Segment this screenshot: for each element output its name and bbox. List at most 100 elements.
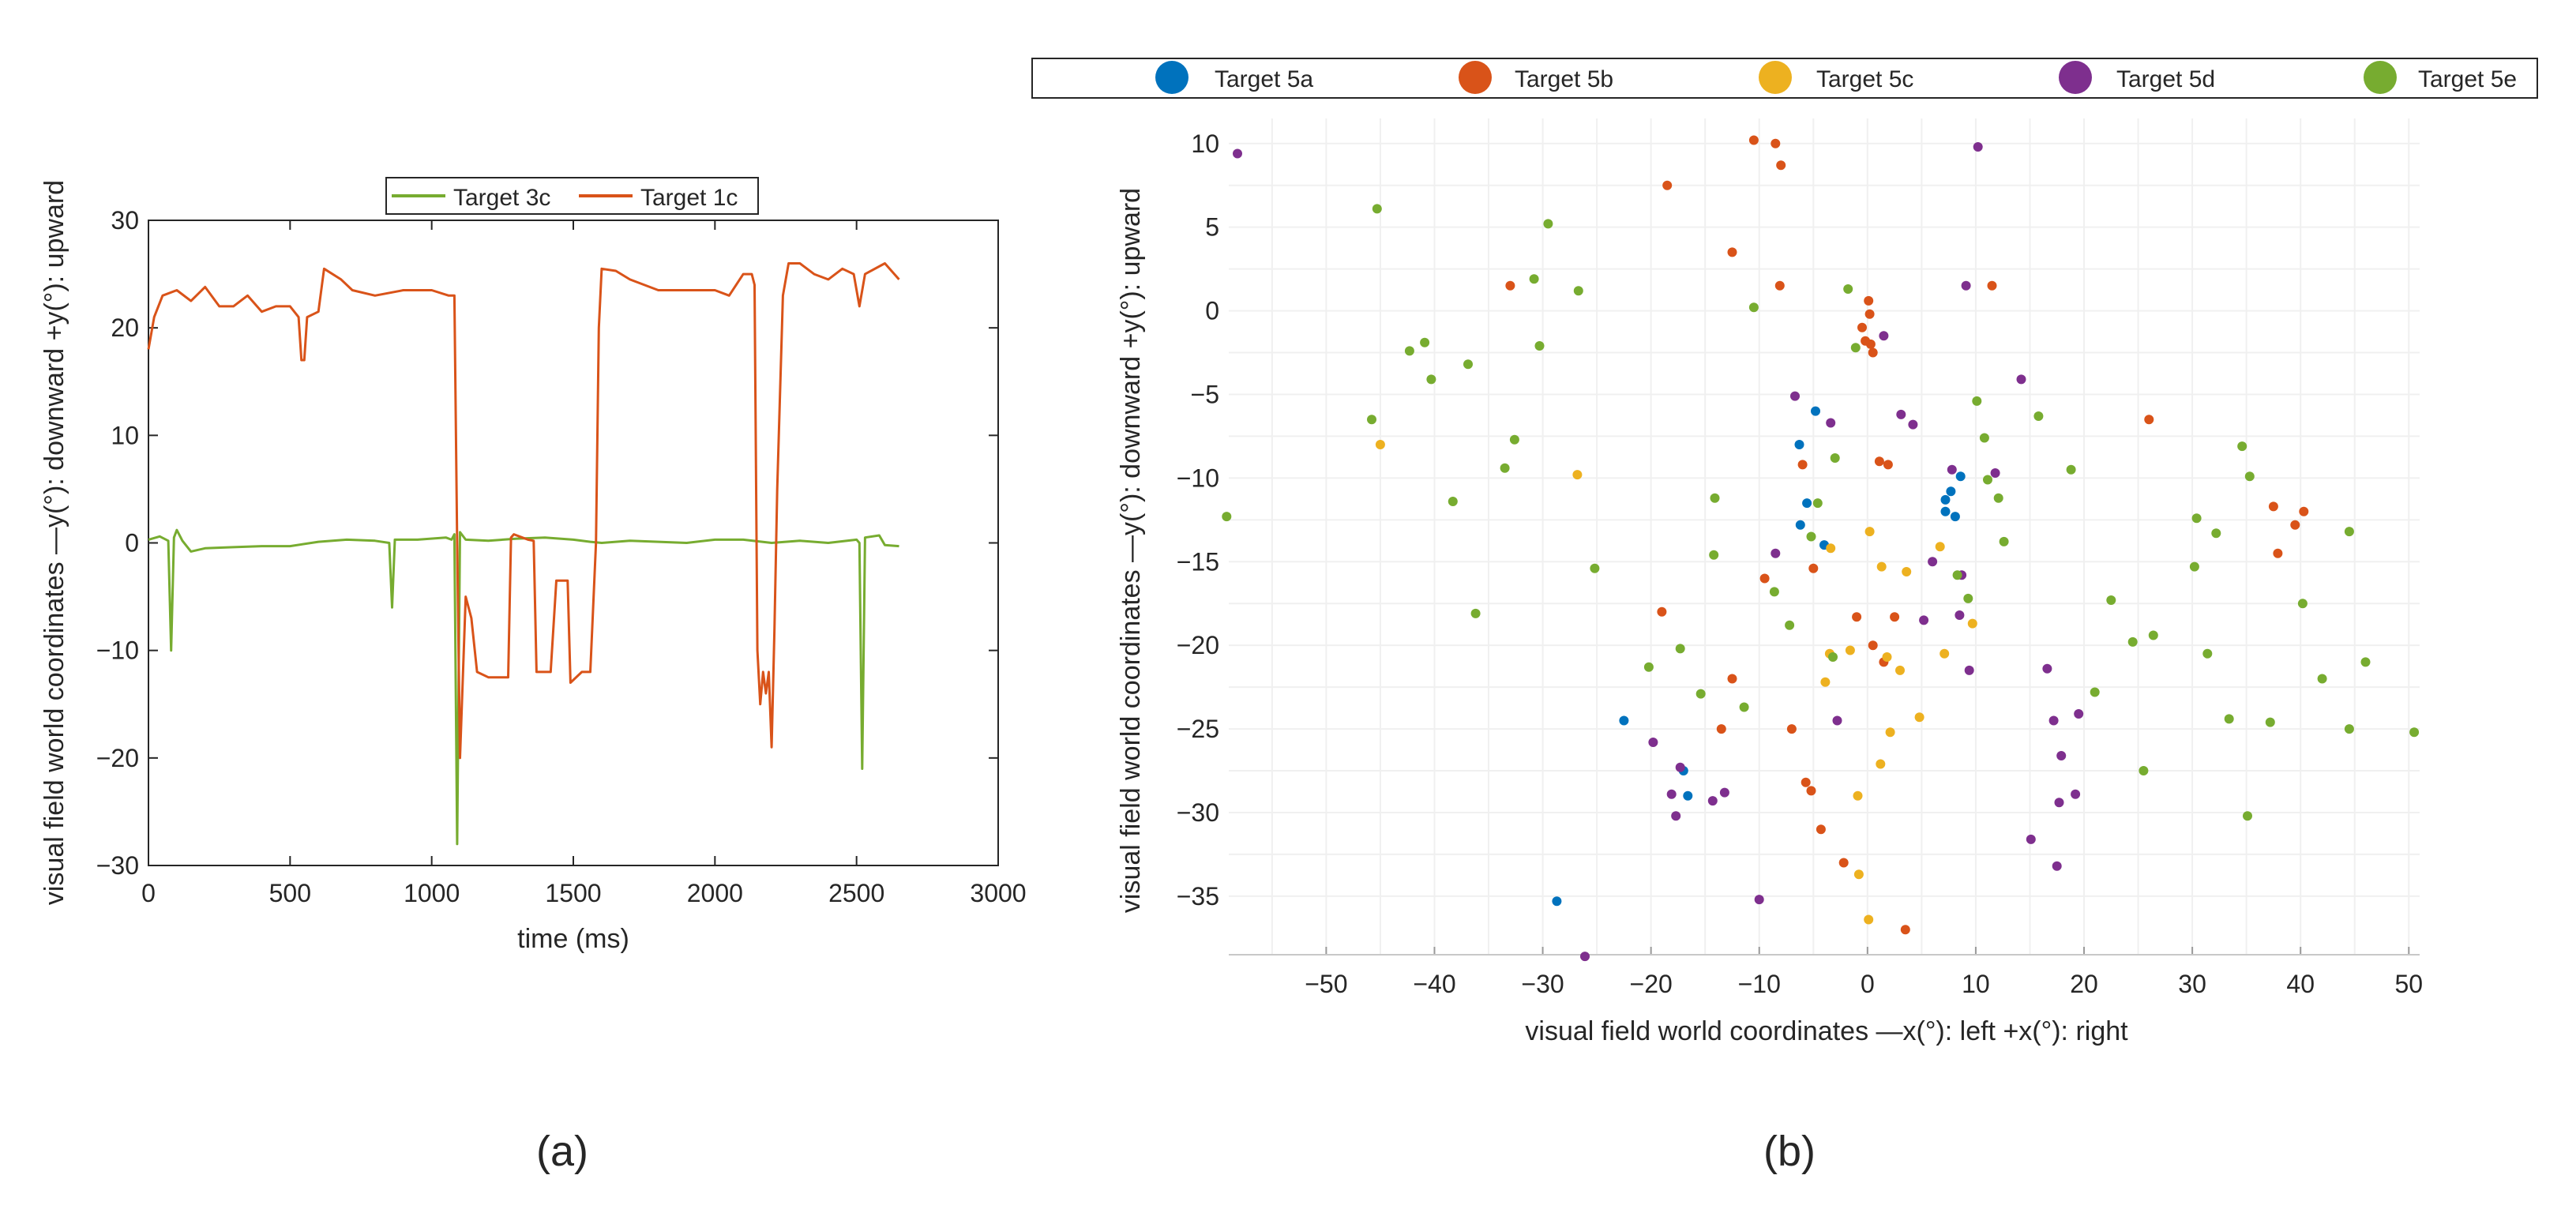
panel-b-ytick-label: 0 xyxy=(1205,297,1219,325)
data-point-target-5d xyxy=(1671,811,1681,821)
legend-label-target-5d: Target 5d xyxy=(2116,66,2215,92)
series-points-target-5b xyxy=(1505,135,2309,935)
legend-label-target-5b: Target 5b xyxy=(1515,66,1613,92)
panel-a-legend-box xyxy=(385,177,759,215)
legend-label-target-1c: Target 1c xyxy=(640,185,738,211)
panel-b-ytick-label: −30 xyxy=(1177,798,1219,827)
data-point-target-5e xyxy=(2344,724,2354,734)
data-point-target-5d xyxy=(1973,142,1983,152)
data-point-target-5e xyxy=(1534,341,1545,351)
data-point-target-5e xyxy=(2317,674,2327,684)
data-point-target-5a xyxy=(1955,471,1966,482)
panel-b-ytick-label: 10 xyxy=(1191,130,1219,158)
data-point-target-5e xyxy=(1828,652,1838,662)
series-line-target-1c xyxy=(147,262,900,760)
panel-a-tick-labels: 0 500 1000 1500 2000 2500 3000 −30 −20 −10 0 10 20 30 xyxy=(96,206,1027,907)
data-point-target-5e xyxy=(1748,302,1759,313)
data-point-target-5d xyxy=(1719,787,1729,798)
data-point-target-5e xyxy=(1806,531,1816,542)
data-point-target-5b xyxy=(1727,247,1737,257)
data-point-target-5d xyxy=(2026,834,2036,844)
data-point-target-5a xyxy=(1619,715,1629,726)
data-point-target-5d xyxy=(1919,615,1929,625)
data-point-target-5c xyxy=(1826,543,1836,554)
panel-b-chart: −50 −40 −30 −20 −10 0 10 20 30 40 50−35−30−25−20−1… xyxy=(1031,58,2538,1046)
data-point-target-5e xyxy=(2066,464,2076,475)
data-point-target-5e xyxy=(2211,528,2221,539)
data-point-target-5e xyxy=(1420,337,1430,347)
data-point-target-5e xyxy=(2189,561,2199,572)
panel-a-xtick-label: 2500 xyxy=(828,879,884,907)
data-point-target-5e xyxy=(1830,453,1840,463)
data-point-target-5d xyxy=(1754,895,1764,905)
panel-b-ytick-label: −15 xyxy=(1177,547,1219,576)
panel-a-ytick-label: −30 xyxy=(96,851,139,880)
legend-marker-target-5e xyxy=(2364,61,2397,94)
data-point-target-5b xyxy=(1852,612,1862,622)
panel-a-xtick-label: 1000 xyxy=(404,879,460,907)
data-point-target-5b xyxy=(1900,925,1910,935)
data-point-target-5d xyxy=(1879,331,1889,341)
legend-label-target-5c: Target 5c xyxy=(1816,66,1913,92)
data-point-target-5c xyxy=(1967,618,1977,629)
data-point-target-5e xyxy=(1993,493,2003,503)
data-point-target-5b xyxy=(1864,309,1875,319)
data-point-target-5b xyxy=(1816,824,1826,835)
data-point-target-5e xyxy=(1952,570,1962,580)
panel-b-ytick-label: 5 xyxy=(1205,213,1219,242)
data-point-target-5b xyxy=(1657,606,1667,617)
data-point-target-5a xyxy=(1552,896,1562,907)
data-point-target-5e xyxy=(2224,714,2234,724)
panel-a-xtick-label: 1500 xyxy=(545,879,601,907)
series-points-target-5c xyxy=(1375,440,1977,925)
data-point-target-5e xyxy=(1695,689,1706,699)
data-point-target-5d xyxy=(2052,861,2062,871)
data-point-target-5e xyxy=(1769,587,1779,597)
data-point-target-5e xyxy=(1850,343,1861,353)
series-points-target-5e xyxy=(1222,204,2420,821)
panel-a-ylabel: visual field world coordinates —y(°): do… xyxy=(39,180,69,905)
data-point-target-5c xyxy=(1864,914,1874,925)
data-point-target-5b xyxy=(1786,724,1797,734)
panel-a-xtick-label: 500 xyxy=(269,879,311,907)
panel-a-series xyxy=(147,262,900,846)
panel-b-label: (b) xyxy=(1763,1128,1816,1175)
data-point-target-5e xyxy=(2090,687,2100,697)
data-point-target-5d xyxy=(1771,548,1781,558)
panel-b-xtick-label: 30 xyxy=(2178,970,2206,998)
panel-a-xlabel: time (ms) xyxy=(517,924,629,954)
panel-b-xtick-label: −20 xyxy=(1630,970,1673,998)
data-point-target-5d xyxy=(1964,665,1974,675)
data-point-target-5e xyxy=(1372,204,1382,214)
data-point-target-5e xyxy=(1675,644,1685,654)
data-point-target-5d xyxy=(1961,280,1971,291)
data-point-target-5e xyxy=(1448,497,1458,506)
data-point-target-5b xyxy=(2268,501,2278,512)
data-point-target-5b xyxy=(2290,520,2300,530)
panel-a-ytick-label: −20 xyxy=(96,744,139,772)
data-point-target-5e xyxy=(1972,396,1982,406)
data-point-target-5e xyxy=(1710,493,1720,503)
legend-marker-target-5c xyxy=(1759,61,1792,94)
data-point-target-5c xyxy=(1935,542,1945,552)
data-point-target-5a xyxy=(1795,520,1805,530)
data-point-target-5c xyxy=(1940,648,1950,659)
data-point-target-5c xyxy=(1914,712,1924,723)
data-point-target-5d xyxy=(1947,464,1957,475)
data-point-target-5b xyxy=(1857,322,1867,332)
panel-b-ytick-label: −20 xyxy=(1177,631,1219,659)
panel-a-legend: Target 3c Target 1c xyxy=(385,177,759,215)
data-point-target-5e xyxy=(1222,512,1232,522)
data-point-target-5b xyxy=(1801,777,1811,787)
data-point-target-5d xyxy=(1826,418,1836,428)
data-point-target-5b xyxy=(1759,573,1770,584)
data-point-target-5e xyxy=(1963,593,1973,603)
data-point-target-5b xyxy=(2299,506,2309,516)
legend-label-target-3c: Target 3c xyxy=(453,185,550,211)
data-point-target-5c xyxy=(1876,759,1886,769)
data-point-target-5d xyxy=(1666,789,1677,799)
panel-b-xtick-label: 20 xyxy=(2070,970,2098,998)
data-point-target-5b xyxy=(1727,674,1737,684)
data-point-target-5c xyxy=(1853,790,1863,801)
data-point-target-5d xyxy=(1832,715,1842,726)
